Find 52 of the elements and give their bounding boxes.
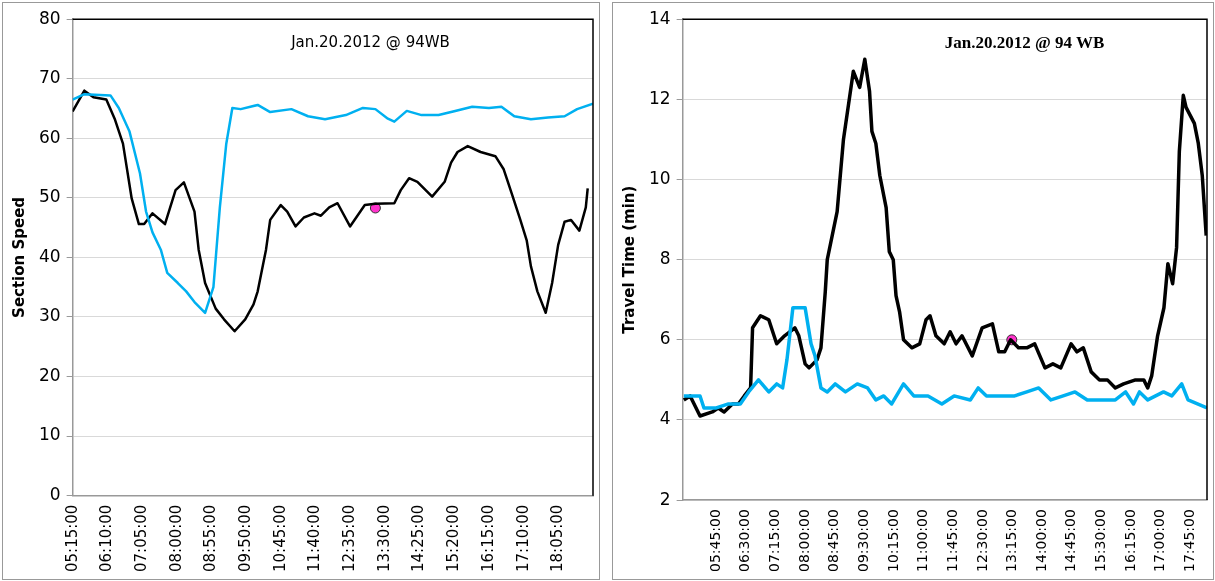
x-tick-label: 14:00:00 bbox=[1032, 509, 1049, 573]
x-tick-label: 13:15:00 bbox=[1003, 509, 1020, 573]
x-tick-label: 15:20:00 bbox=[444, 504, 463, 573]
x-tick-label: 08:00:00 bbox=[795, 509, 812, 573]
y-tick-label: 10 bbox=[38, 424, 61, 445]
x-tick-label: 07:05:00 bbox=[131, 504, 150, 573]
text: Jan.20.2012 @ 94 WB bbox=[944, 33, 1105, 53]
y-tick-label: 20 bbox=[38, 364, 61, 385]
x-tick-label: 10:15:00 bbox=[884, 509, 901, 573]
y-axis-title: Section Speed bbox=[9, 196, 28, 318]
x-tick-label: 11:00:00 bbox=[914, 509, 931, 573]
y-tick-label: 40 bbox=[38, 245, 61, 266]
y-tick-label: 50 bbox=[38, 186, 61, 207]
y-tick-label: 10 bbox=[648, 167, 671, 188]
y-tick-label: 60 bbox=[38, 126, 61, 147]
x-tick-label: 11:45:00 bbox=[943, 509, 960, 573]
x-tick-label: 06:30:00 bbox=[736, 509, 753, 573]
y-tick-label: 80 bbox=[38, 7, 61, 28]
x-tick-label: 09:50:00 bbox=[235, 504, 254, 573]
text: Jan.20.2012 @ 94WB bbox=[290, 32, 450, 51]
x-tick-label: 12:30:00 bbox=[973, 509, 990, 573]
y-tick-label: 6 bbox=[659, 328, 671, 349]
x-tick-label: 11:40:00 bbox=[305, 504, 324, 573]
y-tick-label: 8 bbox=[659, 248, 671, 269]
x-tick-label: 05:45:00 bbox=[706, 509, 723, 573]
x-tick-label: 10:45:00 bbox=[270, 504, 289, 573]
x-tick-label: 18:05:00 bbox=[548, 504, 567, 573]
y-tick-label: 0 bbox=[49, 484, 61, 505]
x-tick-label: 17:00:00 bbox=[1151, 509, 1168, 573]
x-tick-label: 05:15:00 bbox=[62, 504, 81, 573]
y-tick-label: 70 bbox=[38, 67, 61, 88]
y-tick-label: 4 bbox=[659, 408, 671, 429]
x-tick-label: 13:30:00 bbox=[374, 504, 393, 573]
x-tick-label: 17:45:00 bbox=[1181, 509, 1198, 573]
x-tick-label: 06:10:00 bbox=[97, 504, 116, 573]
x-tick-label: 08:55:00 bbox=[201, 504, 220, 573]
x-tick-label: 08:45:00 bbox=[825, 509, 842, 573]
y-tick-label: 14 bbox=[648, 7, 671, 28]
x-tick-label: 14:45:00 bbox=[1062, 509, 1079, 573]
x-tick-label: 12:35:00 bbox=[340, 504, 359, 573]
y-axis-title: Travel Time (min) bbox=[619, 185, 638, 334]
x-tick-label: 16:15:00 bbox=[478, 504, 497, 573]
x-tick-label: 08:00:00 bbox=[166, 504, 185, 573]
y-tick-label: 2 bbox=[659, 488, 671, 509]
x-tick-label: 16:15:00 bbox=[1121, 509, 1138, 573]
x-tick-label: 14:25:00 bbox=[409, 504, 428, 573]
x-tick-label: 07:15:00 bbox=[766, 509, 783, 573]
y-tick-label: 12 bbox=[648, 87, 671, 108]
y-tick-label: 30 bbox=[38, 305, 61, 326]
x-tick-label: 17:10:00 bbox=[513, 504, 532, 573]
x-tick-label: 15:30:00 bbox=[1092, 509, 1109, 573]
x-tick-label: 09:30:00 bbox=[855, 509, 872, 573]
